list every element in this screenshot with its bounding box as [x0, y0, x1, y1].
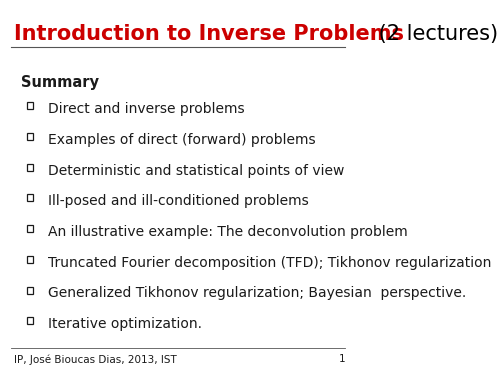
Text: Deterministic and statistical points of view: Deterministic and statistical points of …: [48, 164, 344, 177]
Text: Generalized Tikhonov regularization; Bayesian  perspective.: Generalized Tikhonov regularization; Bay…: [48, 286, 467, 300]
Text: 1: 1: [338, 354, 345, 364]
Text: Iterative optimization.: Iterative optimization.: [48, 317, 202, 331]
Text: Summary: Summary: [22, 75, 100, 90]
Text: An illustrative example: The deconvolution problem: An illustrative example: The deconvoluti…: [48, 225, 408, 239]
Text: IP, José Bioucas Dias, 2013, IST: IP, José Bioucas Dias, 2013, IST: [14, 354, 177, 365]
Text: Ill-posed and ill-conditioned problems: Ill-posed and ill-conditioned problems: [48, 194, 309, 208]
Text: Introduction to Inverse Problems: Introduction to Inverse Problems: [14, 24, 404, 44]
Text: Truncated Fourier decomposition (TFD); Tikhonov regularization: Truncated Fourier decomposition (TFD); T…: [48, 256, 492, 270]
Text: (2 lectures): (2 lectures): [372, 24, 498, 44]
Text: Examples of direct (forward) problems: Examples of direct (forward) problems: [48, 133, 316, 147]
Text: Direct and inverse problems: Direct and inverse problems: [48, 102, 244, 116]
